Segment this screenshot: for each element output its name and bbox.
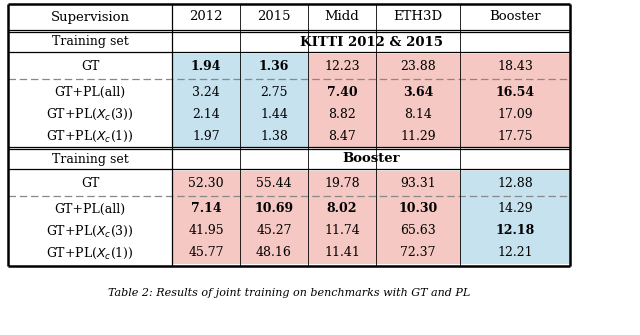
Text: Booster: Booster	[489, 10, 541, 23]
Text: GT+PL($X_c$(1)): GT+PL($X_c$(1))	[46, 246, 134, 261]
Text: 12.23: 12.23	[324, 60, 360, 73]
Text: 7.14: 7.14	[191, 202, 221, 215]
Text: 11.29: 11.29	[400, 130, 436, 142]
Text: 93.31: 93.31	[400, 177, 436, 190]
Text: 12.21: 12.21	[497, 247, 533, 260]
Text: 12.88: 12.88	[497, 177, 533, 190]
Text: Supervision: Supervision	[51, 10, 129, 23]
Text: 41.95: 41.95	[188, 224, 224, 238]
Text: 1.38: 1.38	[260, 130, 288, 142]
Text: 11.74: 11.74	[324, 224, 360, 238]
Text: 48.16: 48.16	[256, 247, 292, 260]
Text: 10.30: 10.30	[398, 202, 438, 215]
Text: KITTI 2012 & 2015: KITTI 2012 & 2015	[300, 36, 442, 49]
Text: 45.77: 45.77	[188, 247, 224, 260]
Text: 2.14: 2.14	[192, 108, 220, 121]
Bar	[172, 171, 460, 264]
Text: GT+PL(all): GT+PL(all)	[54, 202, 125, 215]
Text: 16.54: 16.54	[495, 85, 534, 98]
Text: 17.09: 17.09	[497, 108, 533, 121]
Bar	[308, 54, 570, 147]
Text: 8.02: 8.02	[327, 202, 357, 215]
Text: 3.24: 3.24	[192, 85, 220, 98]
Text: GT+PL($X_c$(3)): GT+PL($X_c$(3))	[46, 107, 134, 122]
Text: 12.18: 12.18	[495, 224, 534, 238]
Text: GT+PL(all): GT+PL(all)	[54, 85, 125, 98]
Text: 45.27: 45.27	[256, 224, 292, 238]
Text: 2015: 2015	[257, 10, 291, 23]
Text: 17.75: 17.75	[497, 130, 532, 142]
Text: 55.44: 55.44	[256, 177, 292, 190]
Text: 7.40: 7.40	[326, 85, 357, 98]
Text: 19.78: 19.78	[324, 177, 360, 190]
Text: 8.14: 8.14	[404, 108, 432, 121]
Text: 3.64: 3.64	[403, 85, 433, 98]
Text: 52.30: 52.30	[188, 177, 224, 190]
Text: Training set: Training set	[52, 36, 129, 49]
Text: 1.44: 1.44	[260, 108, 288, 121]
Text: 72.37: 72.37	[400, 247, 436, 260]
Text: 8.82: 8.82	[328, 108, 356, 121]
Text: 8.47: 8.47	[328, 130, 356, 142]
Text: 1.94: 1.94	[191, 60, 221, 73]
Text: GT: GT	[81, 177, 99, 190]
Text: 1.36: 1.36	[259, 60, 289, 73]
Text: GT+PL($X_c$(1)): GT+PL($X_c$(1))	[46, 128, 134, 144]
Text: Booster: Booster	[342, 152, 400, 165]
Text: 2012: 2012	[189, 10, 223, 23]
Bar	[460, 171, 570, 264]
Text: 11.41: 11.41	[324, 247, 360, 260]
Bar	[172, 54, 308, 147]
Text: Training set: Training set	[52, 152, 129, 165]
Text: 2.75: 2.75	[260, 85, 288, 98]
Text: Table 2: Results of joint training on benchmarks with GT and PL: Table 2: Results of joint training on be…	[108, 288, 470, 298]
Text: ETH3D: ETH3D	[394, 10, 443, 23]
Text: GT: GT	[81, 60, 99, 73]
Text: 10.69: 10.69	[255, 202, 294, 215]
Text: Midd: Midd	[324, 10, 360, 23]
Text: 1.97: 1.97	[192, 130, 220, 142]
Text: GT+PL($X_c$(3)): GT+PL($X_c$(3))	[46, 223, 134, 239]
Text: 18.43: 18.43	[497, 60, 533, 73]
Text: 14.29: 14.29	[497, 202, 533, 215]
Text: 65.63: 65.63	[400, 224, 436, 238]
Text: 23.88: 23.88	[400, 60, 436, 73]
